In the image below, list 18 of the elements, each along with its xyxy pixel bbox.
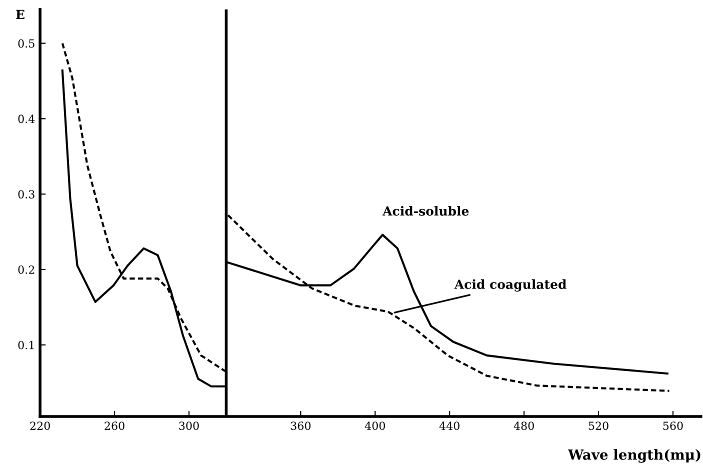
y-tick-label: 0.4 xyxy=(18,114,35,124)
x-tick-label: 360 xyxy=(290,422,311,430)
x-tick-label: 400 xyxy=(364,422,385,430)
y-tick-label: 0.3 xyxy=(18,190,34,198)
x-tick-label: 480 xyxy=(514,422,534,430)
x-tick-label: 440 xyxy=(439,422,460,430)
y-tick-label: 0.1 xyxy=(18,340,34,350)
y-tick-label: 0.2 xyxy=(18,265,34,274)
y-tick-label: 0.5 xyxy=(18,39,34,48)
x-tick-label: 520 xyxy=(588,422,608,430)
x-tick-label: 260 xyxy=(104,422,124,430)
x-tick-label: 300 xyxy=(179,422,199,430)
x-axis-title: Wave length(mμ) xyxy=(568,449,700,463)
annotation: Acid-soluble xyxy=(382,206,469,216)
x-tick-label: 560 xyxy=(663,422,683,430)
x-tick-label: 220 xyxy=(30,422,50,430)
annotation: Acid coagulated xyxy=(454,279,566,292)
y-axis-title: E xyxy=(16,10,24,19)
